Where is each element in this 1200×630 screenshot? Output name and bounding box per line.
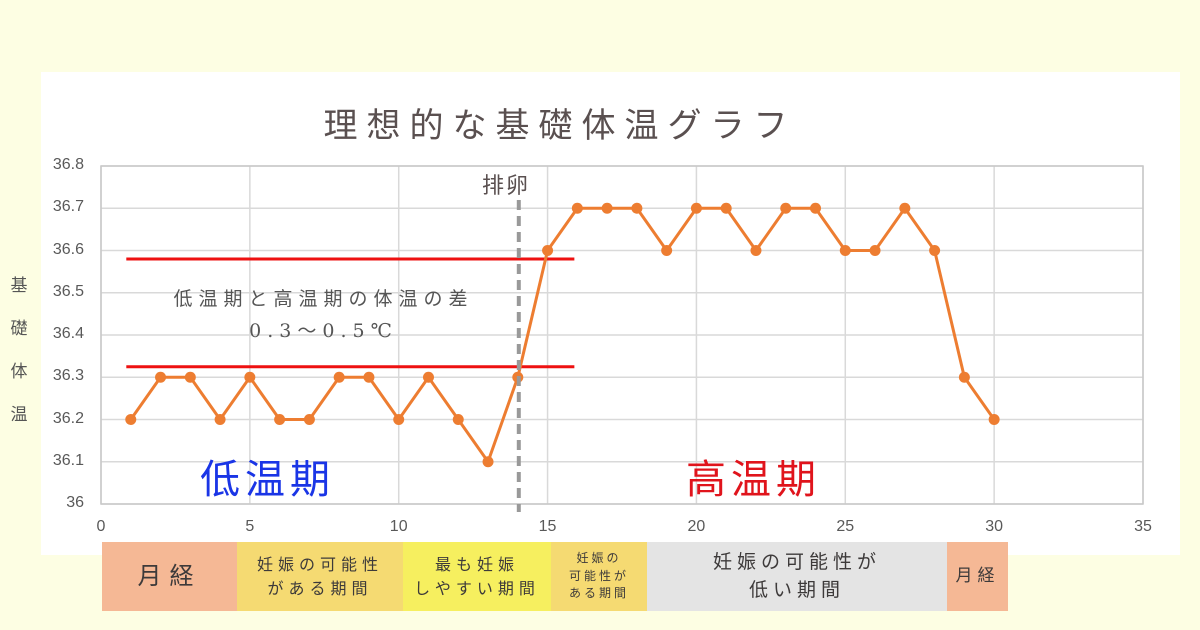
diff-text-line2: 0.3〜0.5℃ xyxy=(249,320,398,342)
data-point xyxy=(750,245,762,256)
x-tick-label: 0 xyxy=(96,518,106,535)
temperature-difference-note: 低温期と高温期の体温の差 0.3〜0.5℃ xyxy=(126,283,521,347)
phase-band: 妊娠の可能性がある期間 xyxy=(237,542,403,611)
data-point xyxy=(452,414,464,425)
high-temperature-phase-label: 高温期 xyxy=(686,457,821,503)
cycle-phase-bands: 月経 妊娠の可能性 がある期間 最も妊娠 しやすい期間 妊娠の 可能性が ある期間 妊娠の可能性… xyxy=(102,542,1008,611)
y-label-char: 温 xyxy=(10,405,28,425)
phase-band-text: しやすい期間 xyxy=(414,578,540,598)
phase-band-text: 低い期間 xyxy=(748,578,845,601)
x-tick-label: 15 xyxy=(538,518,557,535)
x-tick-label: 35 xyxy=(1134,518,1152,535)
data-point xyxy=(333,371,345,383)
phase-band-text: ある期間 xyxy=(568,586,629,601)
low-temperature-phase-label: 低温期 xyxy=(200,457,335,503)
data-point xyxy=(839,245,851,256)
data-point xyxy=(393,414,405,425)
data-point xyxy=(929,245,941,256)
data-point xyxy=(810,202,822,214)
data-point xyxy=(958,371,970,383)
plot-frame xyxy=(100,165,1144,505)
y-tick-label: 36.3 xyxy=(52,367,84,385)
data-point xyxy=(422,371,434,383)
y-label-char: 体 xyxy=(10,362,28,382)
phase-band-text: がある期間 xyxy=(267,578,373,598)
data-point xyxy=(303,414,315,425)
data-point xyxy=(780,202,792,214)
phase-band: 月経 xyxy=(947,542,1008,611)
data-point xyxy=(720,202,732,214)
y-tick-label: 36.5 xyxy=(52,282,84,300)
data-point xyxy=(363,371,375,383)
phase-band-text: 妊娠の可能性が xyxy=(712,550,881,573)
diff-text-line1: 低温期と高温期の体温の差 xyxy=(173,288,474,310)
chart-title: 理想的な基礎体温グラフ xyxy=(323,106,797,146)
data-point xyxy=(899,202,911,214)
data-point xyxy=(125,414,137,425)
phase-band-text: 妊娠の xyxy=(576,551,622,566)
phase-band-text: 月経 xyxy=(955,566,1000,587)
y-tick-label: 36.7 xyxy=(52,198,84,216)
data-point xyxy=(988,414,1000,425)
phase-band: 月経 xyxy=(102,542,237,611)
x-tick-label: 20 xyxy=(687,518,706,535)
y-tick-label: 36 xyxy=(66,494,84,511)
x-tick-label: 10 xyxy=(389,518,408,535)
phase-band: 妊娠の可能性がある期間 xyxy=(551,542,647,611)
data-point xyxy=(631,202,643,214)
data-point xyxy=(571,202,583,214)
y-label-char: 基 xyxy=(10,276,28,296)
data-point xyxy=(869,245,881,256)
data-point xyxy=(482,456,494,468)
data-point xyxy=(542,245,554,256)
x-tick-label: 30 xyxy=(985,518,1004,535)
data-point xyxy=(690,202,702,214)
y-label-char: 礎 xyxy=(10,319,28,339)
data-point xyxy=(601,202,613,214)
chart-panel xyxy=(41,72,1180,555)
y-tick-label: 36.8 xyxy=(52,156,84,173)
phase-band-text: 最も妊娠 xyxy=(434,555,519,575)
data-point xyxy=(274,414,286,425)
y-tick-label: 36.1 xyxy=(52,451,84,469)
data-point xyxy=(661,245,673,256)
x-tick-label: 5 xyxy=(245,518,255,535)
data-point xyxy=(155,371,167,383)
data-point xyxy=(214,414,226,425)
phase-band: 最も妊娠しやすい期間 xyxy=(403,542,551,611)
phase-band-text: 妊娠の可能性 xyxy=(256,555,383,575)
y-axis-label: 基礎体温 xyxy=(8,265,30,437)
data-point xyxy=(244,371,256,383)
y-tick-label: 36.2 xyxy=(52,409,84,427)
phase-band-text: 月経 xyxy=(137,562,202,591)
y-tick-label: 36.6 xyxy=(52,240,84,258)
x-tick-label: 25 xyxy=(836,518,855,535)
phase-band: 妊娠の可能性が 低い期間 xyxy=(647,542,947,611)
phase-band-text: 可能性が xyxy=(568,568,629,583)
data-point xyxy=(184,371,196,383)
y-tick-label: 36.4 xyxy=(52,325,84,342)
ovulation-label: 排卵 xyxy=(482,174,531,199)
